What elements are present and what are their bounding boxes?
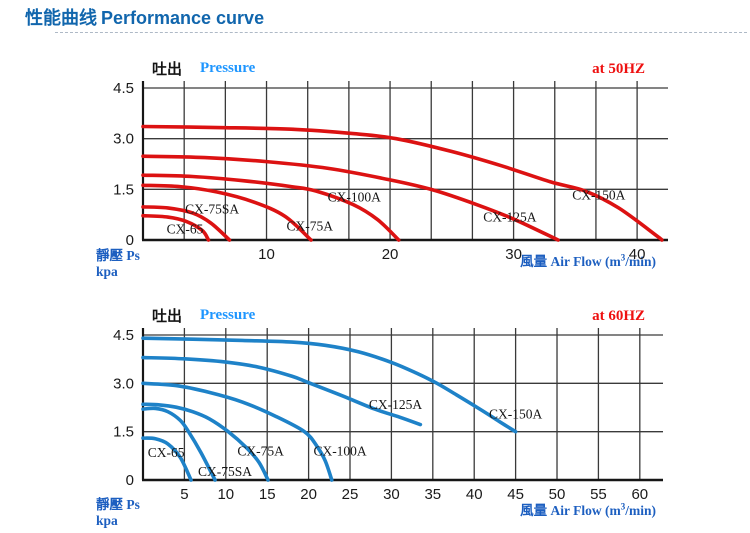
x-tick-label: 55 [590,486,607,503]
page-title: 性能曲线 Performance curve [25,4,264,30]
chart2-xaxis-caption-sup: 3 [620,501,626,512]
y-tick-label: 4.5 [113,80,134,97]
y-tick-label: 0 [126,232,134,249]
chart1-xaxis-caption: 風量 Air Flow (m3/min) [434,250,656,270]
chart2-xaxis-caption-post: /min) [625,503,656,518]
curve-cx-100a [141,173,401,242]
curve-cx-75sa [141,406,217,482]
x-tick-label: 35 [424,486,441,503]
curve-label-cx-65: CX-65 [167,221,204,236]
chart2-pressure-label: Pressure [200,307,256,323]
page-title-en: Performance curve [101,8,265,28]
chart1-xaxis-caption-sup: 3 [620,252,626,263]
chart1-yaxis-caption-line2: kpa [96,264,118,279]
curve-label-cx-100a: CX-100A [313,444,366,459]
x-tick-label: 30 [383,486,400,503]
y-tick-label: 4.5 [113,327,134,344]
curve-label-cx-65: CX-65 [148,445,185,460]
chart2-pressure-label-cjk: 吐出 [152,308,183,325]
curve-label-cx-125a: CX-125A [369,397,422,412]
y-tick-label: 1.5 [113,181,134,198]
y-tick-label: 0 [126,472,134,489]
curve-cx-150a [141,336,518,434]
curve-cx-125a [141,154,560,242]
curve-cx-125a [141,355,423,427]
chart2-xaxis-caption: 風量 Air Flow (m3/min) [434,499,656,519]
chart1-frequency-label: at 50HZ [592,61,645,77]
curve-label-cx-150a: CX-150A [572,188,625,203]
chart-50hz-plot: 10 20 30 40 0 1.5 3.0 4.5 CX-65 CX-75SA CX-75A CX-1… [113,80,668,263]
x-tick-label: 10 [217,486,234,503]
chart2-yaxis-caption: 靜壓 Ps kpa [96,497,140,529]
page-title-cjk: 性能曲线 [25,8,97,28]
x-tick-label: 40 [466,486,483,503]
curve-cx-65 [141,436,193,482]
chart1-yaxis-caption: 靜壓 Ps kpa [96,248,140,280]
x-tick-label: 40 [629,246,646,263]
curve-cx-75a [141,402,270,482]
x-tick-label: 15 [259,486,276,503]
chart1-xaxis-caption-post: /min) [625,254,656,269]
x-tick-label: 20 [382,246,399,263]
x-tick-label: 45 [507,486,524,503]
curve-cx-100a [141,381,334,482]
chart-60hz-plot: 5 10 15 20 25 30 35 40 45 50 55 60 0 1.5 3.0 4.5 CX-65 CX… [113,327,663,503]
curve-label-cx-75sa: CX-75SA [185,201,239,216]
x-tick-label: 25 [342,486,359,503]
x-tick-label: 30 [505,246,522,263]
curve-label-cx-75sa: CX-75SA [198,464,252,479]
chart1-pressure-label: Pressure [200,60,256,76]
curve-label-cx-100a: CX-100A [328,189,381,204]
curve-cx-75a [141,183,313,242]
curve-label-cx-75a: CX-75A [237,444,284,459]
chart1-yaxis-caption-line1: 靜壓 Ps [96,248,140,263]
x-tick-label: 50 [549,486,566,503]
chart2-yaxis-caption-line1: 靜壓 Ps [96,497,140,512]
chart2-xaxis-caption-pre: 風量 Air Flow (m [520,503,621,518]
curve-cx-65 [141,213,211,242]
chart1-xaxis-caption-pre: 風量 Air Flow (m [520,254,621,269]
curve-cx-150a [141,124,664,242]
chart2-yaxis-caption-line2: kpa [96,513,118,528]
curve-label-cx-150a: CX-150A [489,406,542,421]
y-tick-label: 3.0 [113,131,134,148]
chart2-frequency-label: at 60HZ [592,308,645,324]
x-tick-label: 10 [258,246,275,263]
title-divider [55,32,747,33]
chart1-pressure-label-cjk: 吐出 [152,61,183,78]
y-tick-label: 3.0 [113,375,134,392]
curve-cx-75sa [141,205,232,242]
curve-label-cx-75a: CX-75A [287,218,334,233]
y-tick-label: 1.5 [113,424,134,441]
x-tick-label: 60 [631,486,648,503]
curve-label-cx-125a: CX-125A [483,210,536,225]
x-tick-label: 20 [300,486,317,503]
x-tick-label: 5 [180,486,188,503]
